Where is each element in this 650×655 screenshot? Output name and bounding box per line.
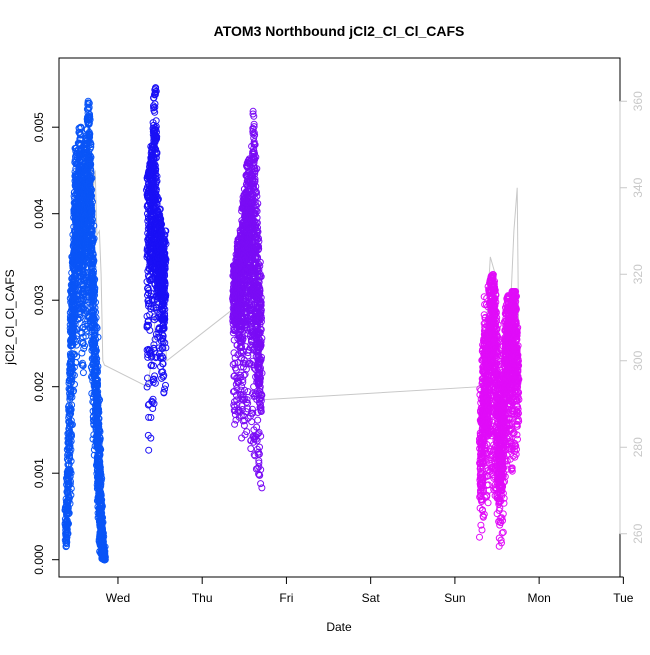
data-point	[87, 184, 95, 192]
data-point	[66, 468, 74, 475]
data-point	[91, 284, 99, 292]
chart-title: ATOM3 Northbound jCl2_Cl_Cl_CAFS	[214, 23, 465, 39]
data-point	[64, 530, 72, 537]
data-point	[90, 258, 97, 266]
data-point	[67, 446, 75, 454]
data-point	[89, 296, 97, 304]
data-point	[90, 267, 97, 275]
data-point	[66, 500, 74, 508]
data-point	[88, 192, 96, 200]
data-point	[85, 114, 93, 122]
data-point	[91, 357, 99, 365]
data-point	[67, 469, 75, 477]
data-point	[68, 401, 76, 409]
data-point	[85, 104, 93, 112]
data-point	[68, 421, 76, 429]
data-point	[66, 439, 74, 447]
x-axis-label: Date	[326, 620, 352, 634]
data-point	[72, 272, 80, 280]
data-point	[81, 297, 89, 305]
data-point	[86, 113, 94, 121]
data-point	[69, 388, 77, 396]
data-point	[67, 491, 75, 499]
data-point	[67, 485, 75, 492]
data-point	[87, 167, 95, 175]
data-point	[72, 325, 80, 333]
data-point	[88, 226, 96, 233]
data-point	[76, 314, 84, 322]
data-point	[86, 138, 94, 146]
data-point	[91, 288, 99, 296]
data-point	[67, 437, 75, 445]
data-point	[71, 380, 78, 388]
data-point	[78, 349, 86, 357]
data-point	[79, 338, 87, 346]
data-point	[70, 371, 78, 379]
data-point	[92, 298, 99, 306]
data-point	[88, 207, 96, 215]
data-point	[91, 291, 98, 299]
series-0-points	[61, 97, 109, 564]
data-point	[92, 344, 100, 352]
data-point	[70, 363, 78, 371]
data-point	[86, 155, 94, 163]
data-point	[66, 480, 74, 488]
data-point	[67, 430, 75, 438]
data-point	[67, 457, 75, 465]
data-point	[90, 222, 98, 230]
data-point	[73, 353, 81, 361]
data-point	[79, 369, 87, 377]
data-point	[65, 520, 72, 528]
points-layer	[61, 84, 523, 564]
data-point	[87, 174, 95, 182]
data-point	[70, 387, 78, 395]
data-point	[84, 99, 92, 107]
data-point	[81, 342, 89, 350]
data-point	[79, 362, 87, 370]
data-point	[87, 143, 95, 151]
data-point	[67, 432, 74, 440]
data-point	[73, 335, 81, 343]
data-point	[65, 510, 72, 518]
data-point	[90, 337, 98, 345]
data-point	[66, 473, 74, 481]
data-point	[92, 314, 100, 322]
data-point	[86, 116, 94, 124]
data-point	[93, 324, 101, 332]
data-point	[67, 406, 75, 414]
data-point	[89, 237, 97, 245]
data-point	[90, 308, 98, 316]
data-point	[86, 133, 94, 141]
data-point	[91, 340, 99, 348]
data-point	[92, 323, 100, 331]
data-point	[85, 152, 93, 160]
data-point	[67, 417, 75, 425]
data-point	[73, 332, 80, 340]
data-point	[92, 336, 100, 344]
data-point	[65, 509, 73, 517]
y-axis-label: jCl2_Cl_Cl_CAFS	[3, 269, 17, 365]
